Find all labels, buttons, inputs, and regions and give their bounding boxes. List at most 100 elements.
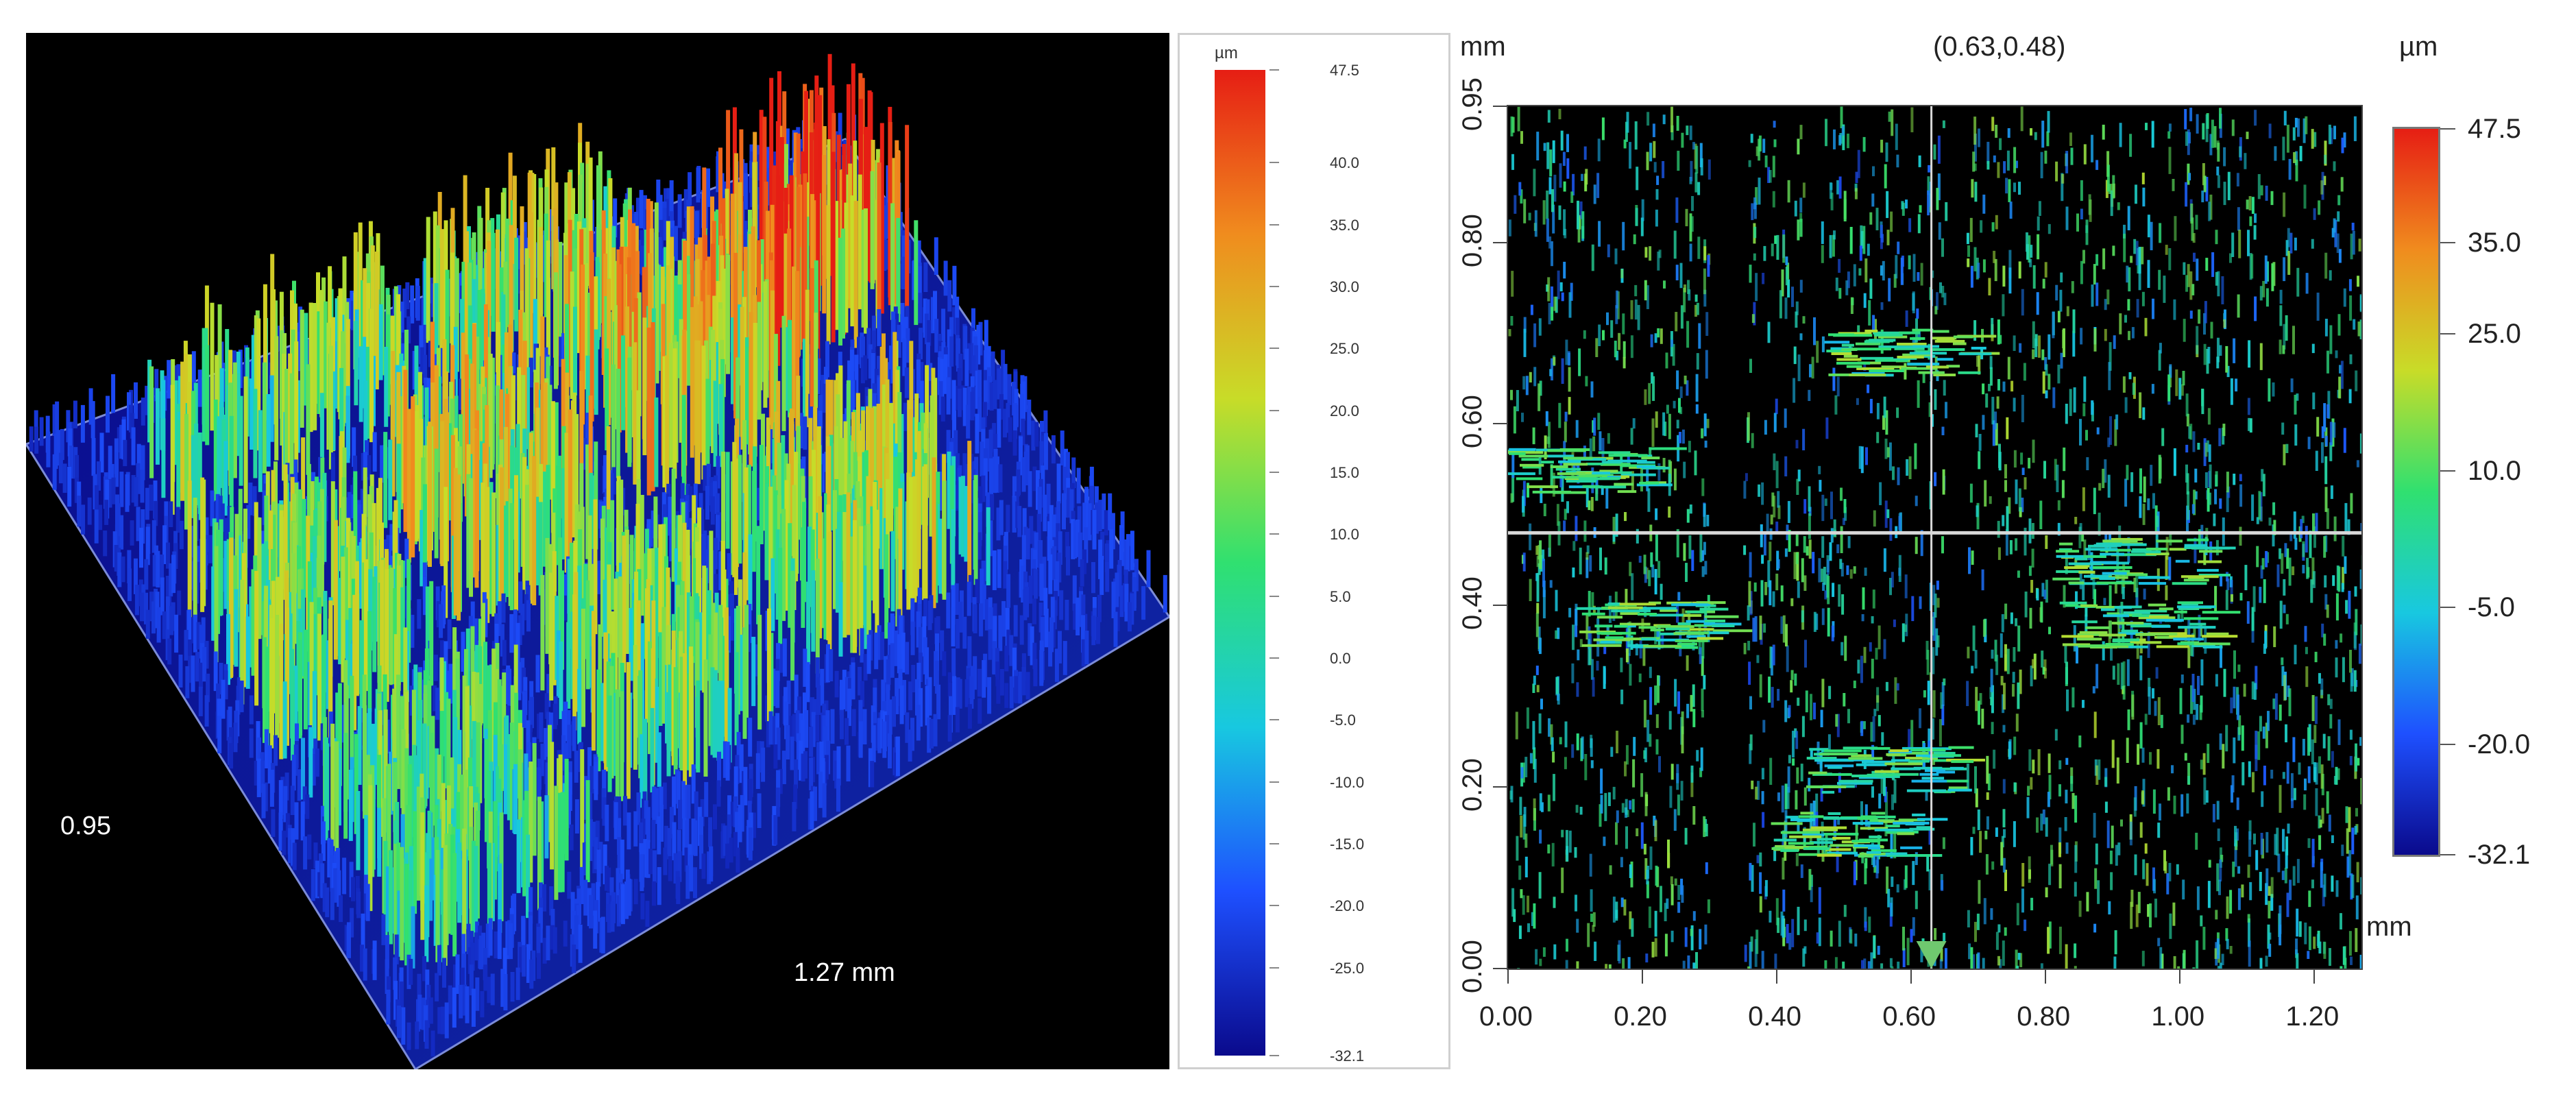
topview-streak: [2138, 247, 2141, 274]
surface-spike: [773, 815, 778, 845]
surface-spike: [411, 906, 415, 969]
surface-spike: [472, 720, 476, 807]
surface-spike: [446, 698, 451, 808]
surface-spike: [226, 385, 230, 471]
surface-spike: [812, 450, 816, 581]
surface-spike: [253, 389, 258, 478]
topview-streak: [2097, 880, 2100, 904]
surface-spike: [757, 487, 761, 520]
surface-spike: [537, 767, 542, 801]
surface-spike: [195, 652, 199, 682]
surface-spike: [171, 555, 176, 594]
surface-spike: [448, 664, 453, 704]
surface-spike: [679, 657, 684, 770]
surface-spike: [343, 547, 348, 659]
surface-spike: [646, 840, 651, 878]
topview-streak: [2226, 896, 2229, 919]
surface-spike: [933, 714, 938, 746]
surface-spike: [993, 457, 997, 494]
surface-spike: [633, 811, 638, 847]
surface-spike: [439, 348, 443, 384]
surface-spike: [573, 306, 577, 396]
surface-spike: [465, 686, 470, 814]
surface-spike: [655, 687, 659, 763]
topview-streak: [1972, 625, 1976, 651]
topview-streak: [1867, 243, 1870, 256]
surface-spike: [291, 553, 295, 672]
topview-streak: [1975, 788, 1978, 807]
topview-streak: [1673, 400, 1676, 409]
surface-spike: [539, 712, 544, 742]
topview-streak: [1637, 304, 1640, 330]
topview-streak: [1944, 948, 1947, 969]
surface-spike: [468, 305, 473, 400]
topview-streak: [1927, 176, 1930, 195]
surface-spike: [337, 683, 342, 786]
surface-spike: [1081, 594, 1086, 624]
surface-spike: [946, 377, 951, 415]
surface-spike: [699, 612, 704, 691]
surface-spike: [513, 609, 518, 646]
colorbar-tick-mark: [1269, 966, 1279, 969]
topview-streak: [1974, 133, 1977, 162]
surface-spike: [250, 378, 254, 450]
surface-spike: [726, 254, 730, 374]
topview-streak: [1704, 440, 1708, 448]
surface-spike: [570, 542, 574, 649]
surface-spike: [964, 469, 969, 499]
surface-spike: [933, 378, 938, 506]
surface-spike: [1039, 650, 1044, 686]
surface-spike: [989, 458, 993, 495]
surface-spike: [894, 630, 899, 666]
topview-streak: [2187, 264, 2190, 287]
surface-spike: [317, 311, 321, 414]
surface-spike: [258, 410, 263, 492]
surface-spike: [613, 198, 618, 238]
surface-spike: [360, 945, 364, 972]
topview-streak: [1801, 716, 1805, 738]
surface-spike: [610, 500, 615, 610]
topview-streak: [1579, 807, 1583, 815]
surface-spike: [778, 768, 783, 794]
surface-spike: [637, 292, 642, 417]
topview-streak: [1664, 903, 1667, 921]
surface-spike: [648, 641, 652, 755]
surface-spike: [627, 812, 631, 850]
surface-spike: [251, 334, 256, 409]
surface-spike: [1025, 672, 1030, 700]
topview-streak: [2202, 163, 2205, 186]
topview-streak: [1847, 709, 1850, 724]
surface-spike: [615, 689, 620, 799]
surface-spike: [397, 890, 402, 957]
surface-spike: [528, 762, 533, 883]
surface-spike: [718, 384, 723, 467]
surface-spike: [830, 709, 835, 744]
surface-spike: [727, 814, 731, 844]
surface-spike: [345, 620, 350, 698]
surface-spike: [839, 679, 844, 719]
surface-spike: [759, 110, 764, 301]
surface-spike: [862, 452, 866, 548]
surface-spike: [964, 486, 969, 562]
topview-streak: [1689, 213, 1692, 242]
topview-streak: [2061, 173, 2064, 202]
colorbar-tick-label: -15.0: [1330, 836, 1365, 853]
surface-spike: [1004, 646, 1009, 672]
topview-streak: [1821, 494, 1825, 522]
surface-spike: [363, 380, 368, 458]
surface-spike: [851, 380, 855, 419]
y-extent-label: 0.95: [60, 812, 111, 840]
topview-streak: [2321, 426, 2324, 439]
surface-spike: [613, 579, 618, 705]
surface-spike: [759, 445, 764, 544]
surface-spike: [283, 786, 288, 823]
surface-spike: [400, 981, 404, 1009]
surface-spike: [549, 886, 554, 916]
topview-streak: [1536, 556, 1540, 568]
surface-spike: [420, 510, 424, 587]
surface-spike: [1113, 611, 1118, 647]
surface-spike: [383, 840, 388, 937]
surface-spike: [162, 611, 167, 640]
topview-streak: [1787, 500, 1790, 523]
x-extent-label: 1.27 mm: [794, 958, 895, 987]
